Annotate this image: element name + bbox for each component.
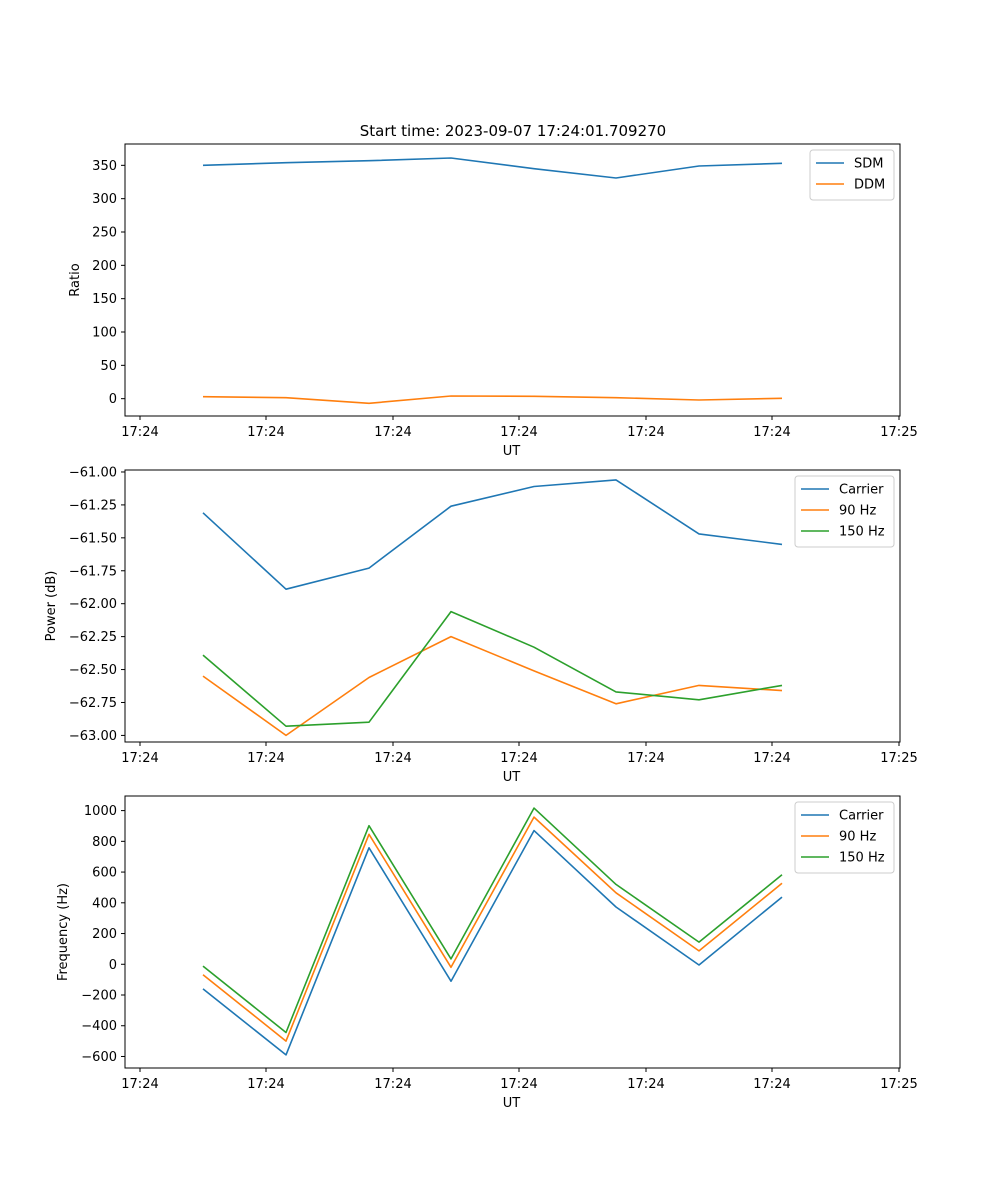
y-tick-label: −61.75 — [69, 564, 117, 579]
y-tick-label: −400 — [81, 1019, 117, 1034]
x-tick-label: 17:24 — [627, 425, 664, 440]
x-tick-label: 17:24 — [247, 425, 284, 440]
series-line-ddm — [202, 395, 783, 405]
y-tick-label: −62.50 — [69, 663, 117, 678]
y-tick-label: 200 — [92, 259, 117, 274]
x-axis-label: UT — [503, 1096, 521, 1111]
x-tick-label: 17:24 — [374, 425, 411, 440]
legend-label: 90 Hz — [839, 504, 876, 519]
legend-label: 150 Hz — [839, 525, 885, 540]
y-axis-label: Frequency (Hz) — [56, 883, 71, 981]
x-tick-label: 17:24 — [247, 1077, 284, 1092]
y-tick-label: 200 — [92, 927, 117, 942]
x-tick-label: 17:24 — [247, 751, 284, 766]
chart-1: 17:24 17:24 17:24 17:24 17:24 17:24 17:25 0 50 10… — [68, 143, 918, 459]
axes-frame — [124, 469, 901, 743]
axes-frame — [124, 795, 901, 1069]
legend: Carrier 90 Hz 150 Hz — [794, 475, 895, 548]
x-axis-label: UT — [503, 444, 521, 459]
y-tick-label: 100 — [92, 326, 117, 341]
y-tick-label: 300 — [92, 192, 117, 207]
y-tick-label: 350 — [92, 159, 117, 174]
series-line-90-hz — [202, 816, 783, 1042]
x-tick-label: 17:24 — [627, 751, 664, 766]
y-tick-label: −62.75 — [69, 696, 117, 711]
y-tick-label: 1000 — [84, 804, 117, 819]
x-tick-label: 17:24 — [500, 751, 537, 766]
y-tick-label: −63.00 — [69, 729, 117, 744]
y-tick-label: 150 — [92, 292, 117, 307]
x-tick-label: 17:24 — [753, 425, 790, 440]
legend-label: 150 Hz — [839, 851, 885, 866]
x-tick-label: 17:24 — [121, 751, 158, 766]
y-tick-label: 800 — [92, 835, 117, 850]
y-tick-label: 250 — [92, 226, 117, 241]
series-line-90-hz — [202, 635, 783, 737]
x-tick-label: 17:25 — [880, 751, 917, 766]
legend-box — [794, 801, 895, 874]
x-tick-label: 17:24 — [374, 1077, 411, 1092]
chart-3: 17:24 17:24 17:24 17:24 17:24 17:24 17:25 −600 −… — [56, 795, 918, 1111]
x-tick-label: 17:24 — [500, 1077, 537, 1092]
legend-label: DDM — [854, 178, 885, 193]
figure-title: Start time: 2023-09-07 17:24:01.709270 — [360, 122, 666, 140]
y-tick-label: 400 — [92, 896, 117, 911]
legend-label: Carrier — [839, 483, 884, 498]
x-tick-label: 17:24 — [753, 1077, 790, 1092]
x-tick-label: 17:24 — [121, 1077, 158, 1092]
x-axis-label: UT — [503, 770, 521, 785]
axes-frame — [124, 143, 901, 417]
legend-box — [794, 475, 895, 548]
y-tick-label: −200 — [81, 989, 117, 1004]
series-line-150-hz — [202, 610, 783, 728]
series-line-150-hz — [202, 807, 783, 1034]
series-line-sdm — [202, 157, 783, 179]
y-tick-label: −62.00 — [69, 597, 117, 612]
charts: 17:24 17:24 17:24 17:24 17:24 17:24 17:25 0 50 10… — [44, 143, 918, 1111]
y-tick-label: −61.00 — [69, 465, 117, 480]
y-tick-label: 0 — [109, 958, 117, 973]
series-line-carrier — [202, 829, 783, 1056]
x-tick-label: 17:24 — [121, 425, 158, 440]
x-tick-label: 17:24 — [500, 425, 537, 440]
y-tick-label: 50 — [100, 359, 117, 374]
legend: SDM DDM — [809, 149, 895, 201]
legend-label: Carrier — [839, 809, 884, 824]
y-tick-label: −62.25 — [69, 630, 117, 645]
y-tick-label: −600 — [81, 1050, 117, 1065]
legend-label: SDM — [854, 157, 883, 172]
legend: Carrier 90 Hz 150 Hz — [794, 801, 895, 874]
y-tick-label: −61.50 — [69, 531, 117, 546]
x-tick-label: 17:24 — [753, 751, 790, 766]
series-line-carrier — [202, 479, 783, 591]
y-axis-label: Power (dB) — [44, 571, 59, 642]
chart-2: 17:24 17:24 17:24 17:24 17:24 17:24 17:25 −61.0… — [44, 465, 918, 785]
x-tick-label: 17:25 — [880, 425, 917, 440]
legend-label: 90 Hz — [839, 830, 876, 845]
y-tick-label: 600 — [92, 866, 117, 881]
y-tick-label: −61.25 — [69, 498, 117, 513]
x-tick-label: 17:25 — [880, 1077, 917, 1092]
x-tick-label: 17:24 — [374, 751, 411, 766]
x-tick-label: 17:24 — [627, 1077, 664, 1092]
y-axis-label: Ratio — [68, 263, 83, 296]
y-tick-label: 0 — [109, 392, 117, 407]
